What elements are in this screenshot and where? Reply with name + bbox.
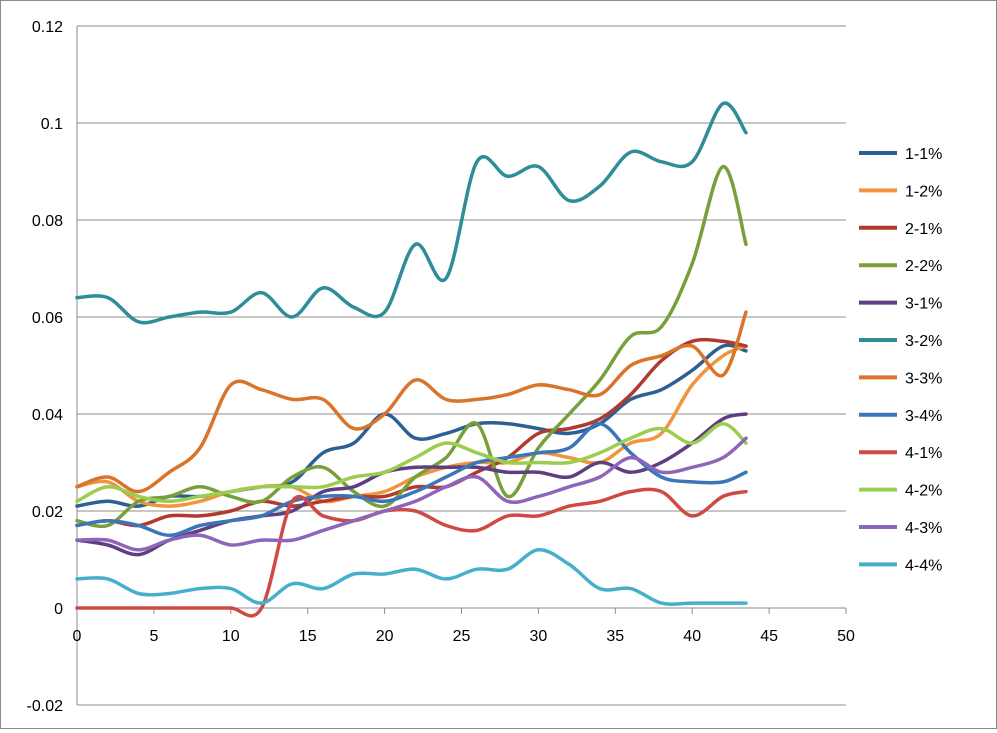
legend: 1-1% 1-2% 2-1% 2-2% 3-1% 3-2% 3-3% 3-4% 4-1% 4-2%…	[859, 146, 942, 574]
y-tick-label: 0.02	[32, 504, 63, 521]
x-tick-label: 35	[606, 628, 624, 645]
legend-label: 4-4%	[905, 557, 942, 574]
x-tick-label: 10	[222, 628, 240, 645]
x-tick-label: 0	[73, 628, 82, 645]
legend-label: 3-4%	[905, 408, 942, 425]
series-line-4-2pct	[75, 421, 748, 504]
x-tick-label: 20	[376, 628, 394, 645]
x-tick-label: 50	[837, 628, 855, 645]
y-tick-label: 0	[54, 601, 63, 618]
series-line-4-4pct	[75, 548, 748, 606]
axes: -0.02 0 0.02 0.04 0.06 0.08 0.1 0.12 0 5 10 15 20 25 3…	[27, 19, 855, 715]
legend-label: 2-1%	[905, 221, 942, 238]
series-line-3-3pct	[75, 310, 748, 494]
x-tick-label: 15	[299, 628, 317, 645]
y-tick-label: 0.06	[32, 310, 63, 327]
legend-label: 1-2%	[905, 183, 942, 200]
x-tick-label: 5	[149, 628, 158, 645]
series-line-3-2pct	[75, 101, 748, 325]
legend-label: 3-3%	[905, 370, 942, 387]
series-line-4-3pct	[75, 436, 748, 552]
series-line-2-1pct	[75, 337, 748, 528]
series-lines	[75, 101, 748, 618]
x-tick-label: 40	[683, 628, 701, 645]
legend-label: 2-2%	[905, 258, 942, 275]
legend-label: 1-1%	[905, 146, 942, 163]
legend-label: 4-2%	[905, 483, 942, 500]
x-tick-label: 30	[530, 628, 548, 645]
x-tick-label: 25	[453, 628, 471, 645]
series-line-3-1pct	[75, 412, 748, 557]
legend-label: 4-1%	[905, 445, 942, 462]
y-tick-label: 0.04	[32, 407, 63, 424]
y-tick-label: 0.1	[41, 116, 63, 133]
series-line-4-1pct	[75, 487, 748, 618]
legend-label: 3-1%	[905, 296, 942, 313]
y-tick-label: 0.08	[32, 213, 63, 230]
legend-label: 4-3%	[905, 520, 942, 537]
x-tick-label: 45	[760, 628, 778, 645]
legend-label: 3-2%	[905, 333, 942, 350]
y-tick-label: 0.12	[32, 19, 63, 36]
y-tick-label: -0.02	[27, 698, 64, 715]
